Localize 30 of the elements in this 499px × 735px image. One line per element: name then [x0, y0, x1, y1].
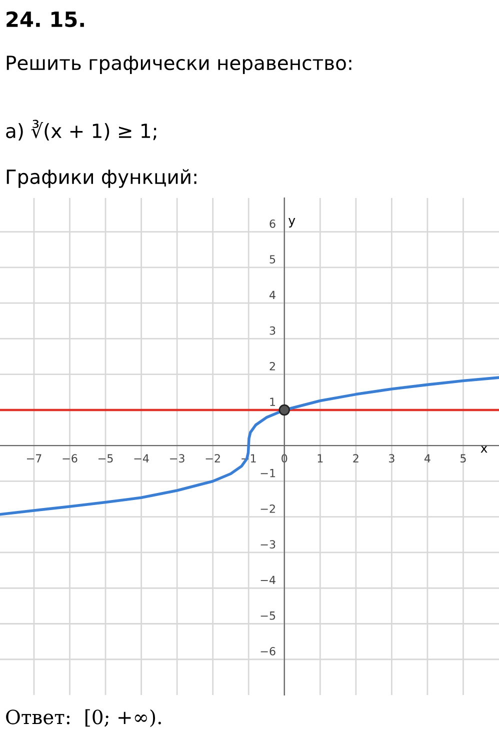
x-tick-label: −7 — [26, 454, 42, 462]
x-tick-label: 1 — [318, 454, 323, 462]
chart-title: 24. 15. — [6, 11, 84, 28]
x-tick-label: −2 — [206, 454, 220, 462]
text: Ответ: [0; +∞). — [6, 709, 161, 728]
text: Графики функций: — [6, 169, 196, 188]
y-tick-label: −4 — [260, 576, 276, 584]
y-tick-label: −5 — [260, 612, 276, 620]
text: а) ∛(x + 1) ≥ 1; — [6, 120, 156, 140]
y-tick-label: −3 — [260, 540, 276, 549]
y-tick-label: 1 — [270, 398, 276, 406]
x-tick-label: −6 — [62, 454, 78, 463]
y-tick-label: 4 — [270, 290, 276, 299]
x-tick-label: 5 — [460, 454, 466, 463]
y-tick-label: −2 — [260, 504, 275, 513]
y-tick-label: −6 — [260, 647, 276, 656]
y-tick-label: 2 — [270, 362, 275, 370]
y-tick-label: 6 — [270, 219, 276, 228]
y-tick-label: 3 — [270, 326, 276, 335]
y-tick-label: −1 — [260, 469, 276, 478]
x-tick-label: 4 — [424, 454, 430, 462]
x-tick-label: −3 — [170, 454, 184, 463]
chart-subtitle: Решить графически неравенство: — [6, 56, 352, 74]
x-tick-label: 2 — [353, 454, 358, 462]
y-tick-label: 5 — [270, 255, 276, 264]
y-axis-title: y — [288, 218, 296, 228]
x-tick-label: −4 — [134, 454, 149, 462]
x-tick-label: 3 — [389, 454, 394, 463]
x-tick-label: −5 — [98, 454, 113, 463]
x-axis-title: x — [480, 446, 488, 453]
